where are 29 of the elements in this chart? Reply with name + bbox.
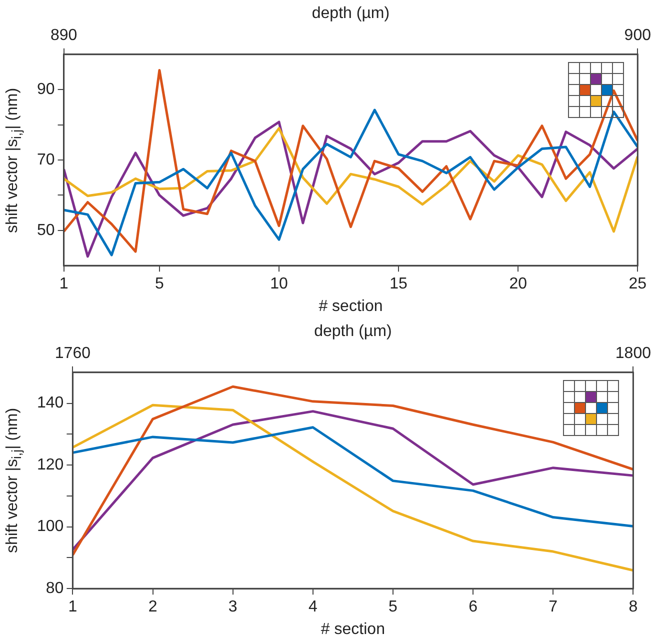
x-tick-label: 5	[388, 598, 398, 616]
x-tick-label: 1	[59, 276, 68, 293]
x2-tick-label: 1760	[54, 345, 91, 362]
x-tick-label: 15	[390, 276, 408, 293]
x-tick-label: 6	[468, 598, 478, 616]
x2-tick-label: 890	[50, 27, 78, 44]
y-tick-label: 50	[37, 222, 55, 239]
x-tick-label: 5	[154, 276, 164, 293]
x-tick-label: 20	[509, 276, 528, 293]
y-tick-label: 100	[36, 518, 64, 536]
y-tick-label: 70	[37, 151, 55, 168]
x-tick-label: 4	[308, 598, 318, 616]
x-tick-label: 2	[148, 598, 158, 616]
x2-axis-title: depth (µm)	[314, 323, 392, 340]
x-axis-title: # section	[318, 298, 383, 315]
x-tick-label: 3	[228, 598, 238, 616]
x2-axis-title: depth (µm)	[312, 5, 390, 22]
x-tick-label: 7	[548, 598, 558, 616]
x2-tick-label: 900	[624, 27, 652, 44]
y-tick-label: 90	[37, 81, 55, 98]
x-tick-label: 1	[68, 598, 78, 616]
x-tick-label: 10	[270, 276, 288, 293]
x-tick-label: 8	[628, 598, 638, 616]
y-tick-label: 140	[36, 394, 64, 412]
y-tick-label: 80	[46, 580, 64, 598]
x-axis-title: # section	[320, 620, 385, 638]
x-tick-label: 25	[628, 276, 647, 293]
x2-tick-label: 1800	[615, 345, 652, 362]
y-tick-label: 120	[36, 456, 64, 474]
